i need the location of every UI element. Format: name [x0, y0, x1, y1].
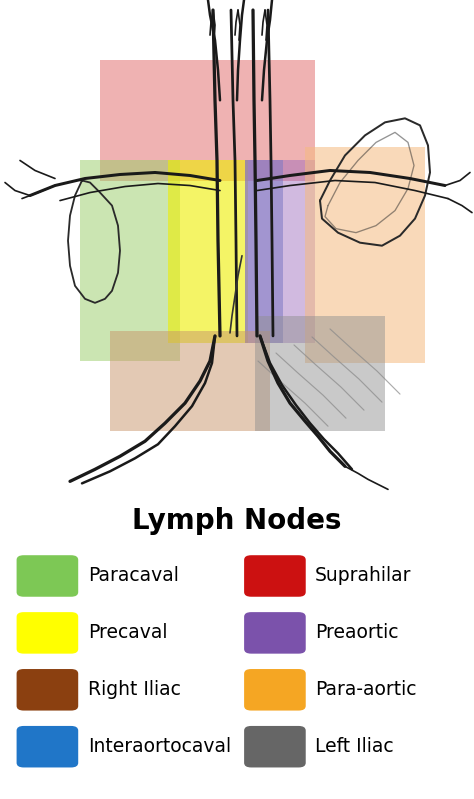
FancyBboxPatch shape [244, 669, 306, 710]
Text: Interaortocaval: Interaortocaval [88, 737, 231, 756]
FancyBboxPatch shape [17, 669, 78, 710]
Text: Lymph Nodes: Lymph Nodes [132, 507, 342, 535]
FancyBboxPatch shape [17, 726, 78, 768]
Text: Left Iliac: Left Iliac [315, 737, 394, 756]
Text: Precaval: Precaval [88, 623, 167, 642]
FancyBboxPatch shape [244, 612, 306, 654]
Bar [110, 331, 270, 431]
FancyBboxPatch shape [244, 726, 306, 768]
Bar [100, 60, 315, 181]
Text: Right Iliac: Right Iliac [88, 680, 181, 699]
Bar [255, 316, 385, 431]
FancyBboxPatch shape [17, 612, 78, 654]
Bar [168, 161, 248, 343]
Bar [80, 161, 180, 361]
Text: Para-aortic: Para-aortic [315, 680, 417, 699]
Bar [245, 161, 283, 343]
Text: Preaortic: Preaortic [315, 623, 399, 642]
Bar [245, 161, 315, 343]
FancyBboxPatch shape [17, 555, 78, 597]
Text: Paracaval: Paracaval [88, 566, 179, 586]
FancyBboxPatch shape [244, 555, 306, 597]
Text: Suprahilar: Suprahilar [315, 566, 412, 586]
Bar [305, 147, 425, 363]
